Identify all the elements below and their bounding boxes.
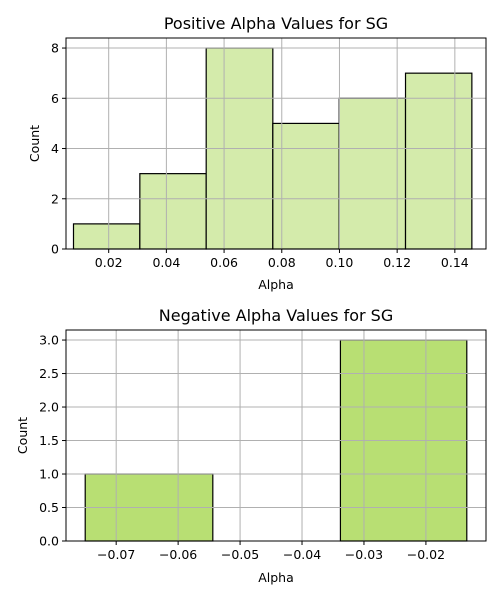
y-axis-label: Count [15, 417, 30, 454]
y-tick-label-5: 2.0 [39, 400, 59, 415]
x-tick-label-6: 0.12 [383, 255, 411, 270]
y-tick-label-2: 2 [51, 191, 59, 206]
y-tick-label-6: 2.5 [39, 366, 59, 381]
histogram-bar-6 [404, 72, 473, 250]
y-tick-label-2: 0.5 [39, 500, 59, 515]
y-tick-label-3: 1.0 [39, 467, 59, 482]
x-tick-label-3: 0.06 [210, 255, 238, 270]
x-tick-label-1: 0.02 [95, 255, 123, 270]
x-tick-label-1: −0.07 [97, 547, 135, 562]
chart-title: Negative Alpha Values for SG [159, 306, 393, 325]
y-tick-label-5: 8 [51, 41, 59, 56]
x-tick-label-6: −0.02 [407, 547, 445, 562]
histogram-bar-1 [72, 223, 141, 250]
histogram-bar-5 [338, 97, 407, 250]
y-tick-label-1: 0.0 [39, 534, 59, 549]
x-tick-label-3: −0.05 [221, 547, 259, 562]
histogram-bar-2 [139, 173, 207, 250]
histogram-bar-4 [272, 122, 340, 250]
x-tick-label-4: −0.04 [283, 547, 321, 562]
plot-frame [65, 329, 487, 542]
x-tick-label-7: 0.14 [441, 255, 469, 270]
x-tick-label-2: −0.06 [159, 547, 197, 562]
chart-panel-1: 0.02 0.04 0.06 0.08 0.10 0.12 0.14 0 2 4 6 8 Positiv… [27, 14, 487, 292]
chart-title: Positive Alpha Values for SG [164, 14, 388, 33]
x-tick-label-4: 0.08 [268, 255, 296, 270]
x-axis-label: Alpha [258, 277, 294, 292]
x-axis-label: Alpha [258, 570, 294, 585]
y-tick-label-3: 4 [51, 141, 59, 156]
chart-panel-2: −0.07 −0.06 −0.05 −0.04 −0.03 −0.02 0.0 0.5 1.0 1… [15, 306, 487, 585]
x-tick-label-2: 0.04 [152, 255, 180, 270]
x-tick-label-5: 0.10 [326, 255, 354, 270]
y-tick-label-4: 6 [51, 91, 59, 106]
y-tick-label-7: 3.0 [39, 333, 59, 348]
x-tick-label-5: −0.03 [345, 547, 383, 562]
y-tick-label-4: 1.5 [39, 433, 59, 448]
y-tick-label-1: 0 [51, 242, 59, 257]
plot-frame [65, 37, 487, 250]
y-axis-label: Count [27, 125, 42, 162]
